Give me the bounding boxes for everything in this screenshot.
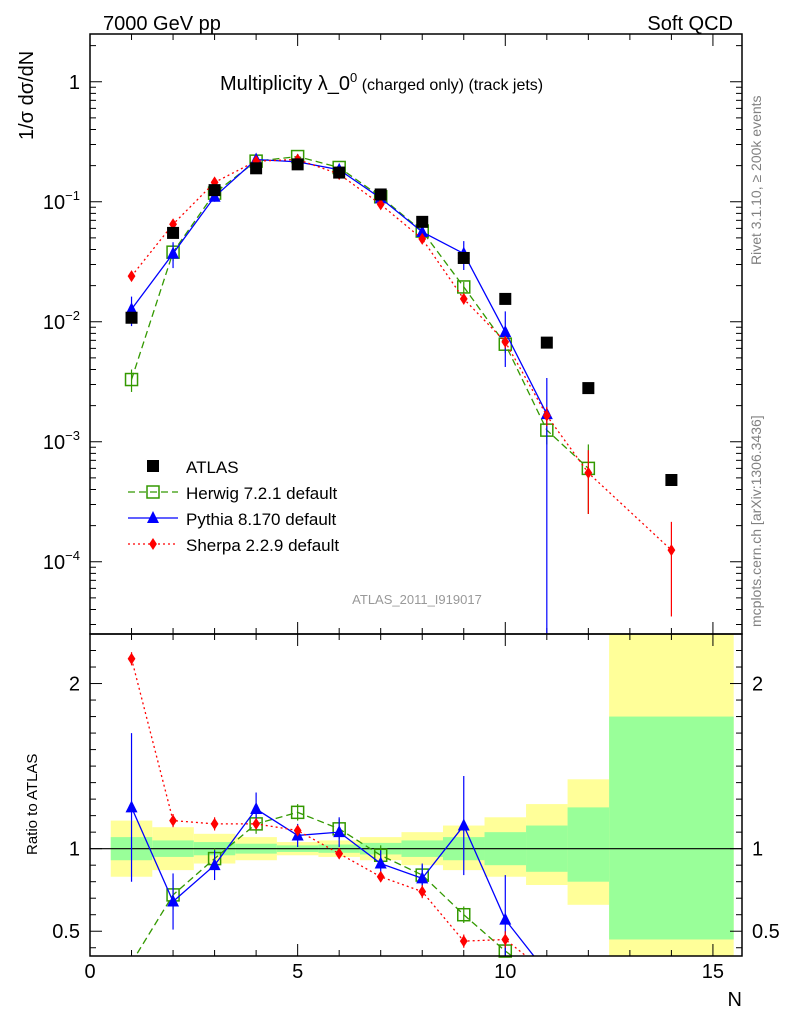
atlas-point bbox=[125, 311, 138, 324]
atlas-point bbox=[208, 184, 221, 197]
ratio-plot: 0 5 10 15 0.5 0.5 1 1 2 2 bbox=[52, 634, 780, 983]
sherpa-ratio-point bbox=[376, 870, 385, 883]
pythia-point bbox=[499, 325, 512, 338]
pythia-point bbox=[125, 302, 138, 315]
analysis-id: ATLAS_2011_I919017 bbox=[352, 592, 482, 607]
y-tick-label: 10−1 bbox=[43, 188, 80, 214]
y-axis-label: 1/σ dσ/dN bbox=[16, 51, 38, 140]
band-green bbox=[609, 716, 734, 940]
pythia-point bbox=[167, 246, 180, 259]
atlas-point bbox=[374, 188, 387, 201]
legend-atlas-marker bbox=[147, 460, 159, 472]
atlas-point bbox=[167, 226, 180, 239]
band-green bbox=[567, 807, 610, 882]
pythia-ratio-point bbox=[333, 825, 346, 838]
atlas-point bbox=[250, 162, 263, 175]
herwig-point bbox=[124, 372, 139, 387]
legend-atlas-label: ATLAS bbox=[186, 458, 239, 477]
main-plot: 1 10−1 10−2 10−3 10−4 bbox=[43, 34, 742, 634]
x-tick-label: 0 bbox=[84, 961, 95, 983]
atlas-point bbox=[457, 251, 470, 264]
sherpa-ratio-point bbox=[127, 652, 136, 665]
pythia-ratio-point bbox=[457, 818, 470, 831]
mcplots-label: mcplots.cern.ch [arXiv:1306.3436] bbox=[748, 415, 764, 627]
sherpa-point bbox=[542, 409, 551, 422]
ratio-y-tick-label: 2 bbox=[752, 674, 763, 696]
pythia-ratio-point bbox=[250, 802, 263, 815]
legend-pythia-label: Pythia 8.170 default bbox=[186, 510, 337, 529]
atlas-point bbox=[499, 292, 512, 305]
sherpa-point bbox=[376, 198, 385, 211]
legend-sherpa-marker bbox=[149, 538, 157, 550]
sherpa-point bbox=[667, 544, 676, 557]
sherpa-ratio-point bbox=[252, 817, 261, 830]
atlas-point bbox=[540, 336, 553, 349]
pythia-ratio-point bbox=[167, 894, 180, 907]
sherpa-ratio-point bbox=[501, 933, 510, 946]
legend-sherpa-label: Sherpa 2.2.9 default bbox=[186, 536, 339, 555]
herwig-ratio-point bbox=[290, 805, 305, 820]
chart-title: Multiplicity λ_00 (charged only) (track … bbox=[220, 70, 543, 95]
sherpa-ratio-point bbox=[418, 885, 427, 898]
sherpa-ratio-point bbox=[169, 814, 177, 827]
x-tick-label: 5 bbox=[292, 961, 303, 983]
x-axis-label: N bbox=[728, 989, 742, 1011]
pythia-ratio-point bbox=[499, 912, 512, 925]
pythia-ratio-point bbox=[374, 856, 387, 869]
ratio-y-tick-label: 1 bbox=[69, 839, 80, 861]
herwig-line bbox=[130, 155, 589, 469]
atlas-point bbox=[333, 166, 346, 179]
legend-herwig-label: Herwig 7.2.1 default bbox=[186, 484, 337, 503]
legend-pythia-marker bbox=[147, 511, 159, 523]
sherpa-ratio-point bbox=[210, 817, 219, 830]
sherpa-ratio-point bbox=[459, 935, 468, 948]
pythia-ratio-point bbox=[125, 800, 138, 813]
herwig-ratio-point bbox=[457, 907, 471, 922]
ratio-y-tick-label: 1 bbox=[752, 839, 763, 861]
x-tick-label: 10 bbox=[494, 961, 516, 983]
pythia-ratio-point bbox=[208, 858, 221, 871]
ratio-y-tick-label: 0.5 bbox=[752, 921, 780, 943]
sherpa-point bbox=[584, 466, 593, 479]
atlas-point bbox=[665, 474, 678, 487]
herwig-ratio-line bbox=[134, 811, 513, 956]
ratio-frame bbox=[89, 633, 743, 957]
pythia-ratio-point bbox=[416, 871, 429, 884]
ratio-y-tick-label: 0.5 bbox=[52, 921, 80, 943]
y-tick-label: 10−3 bbox=[43, 428, 80, 454]
y-tick-label: 1 bbox=[69, 72, 80, 94]
header-right: Soft QCD bbox=[647, 13, 733, 35]
rivet-label: Rivet 3.1.10, ≥ 200k events bbox=[748, 95, 764, 265]
atlas-point bbox=[582, 382, 595, 395]
header-left: 7000 GeV pp bbox=[103, 13, 221, 35]
legend: ATLAS Herwig 7.2.1 default Pythia 8.170 de… bbox=[128, 458, 339, 555]
legend-herwig-marker bbox=[146, 485, 160, 499]
pythia-point bbox=[416, 224, 429, 237]
sherpa-point bbox=[127, 270, 136, 283]
y-tick-label: 10−2 bbox=[43, 308, 80, 334]
x-tick-label: 15 bbox=[702, 961, 724, 983]
sherpa-ratio-point bbox=[293, 824, 302, 837]
atlas-point bbox=[291, 158, 304, 171]
sherpa-point bbox=[459, 292, 468, 305]
sherpa-point bbox=[501, 335, 510, 348]
ratio-y-tick-label: 2 bbox=[69, 674, 80, 696]
atlas-point bbox=[416, 215, 429, 228]
pythia-line bbox=[131, 158, 548, 415]
sherpa-point bbox=[418, 232, 427, 245]
ratio-y-axis-label: Ratio to ATLAS bbox=[24, 754, 41, 855]
sherpa-ratio-point bbox=[335, 847, 344, 860]
y-tick-label: 10−4 bbox=[43, 548, 80, 574]
